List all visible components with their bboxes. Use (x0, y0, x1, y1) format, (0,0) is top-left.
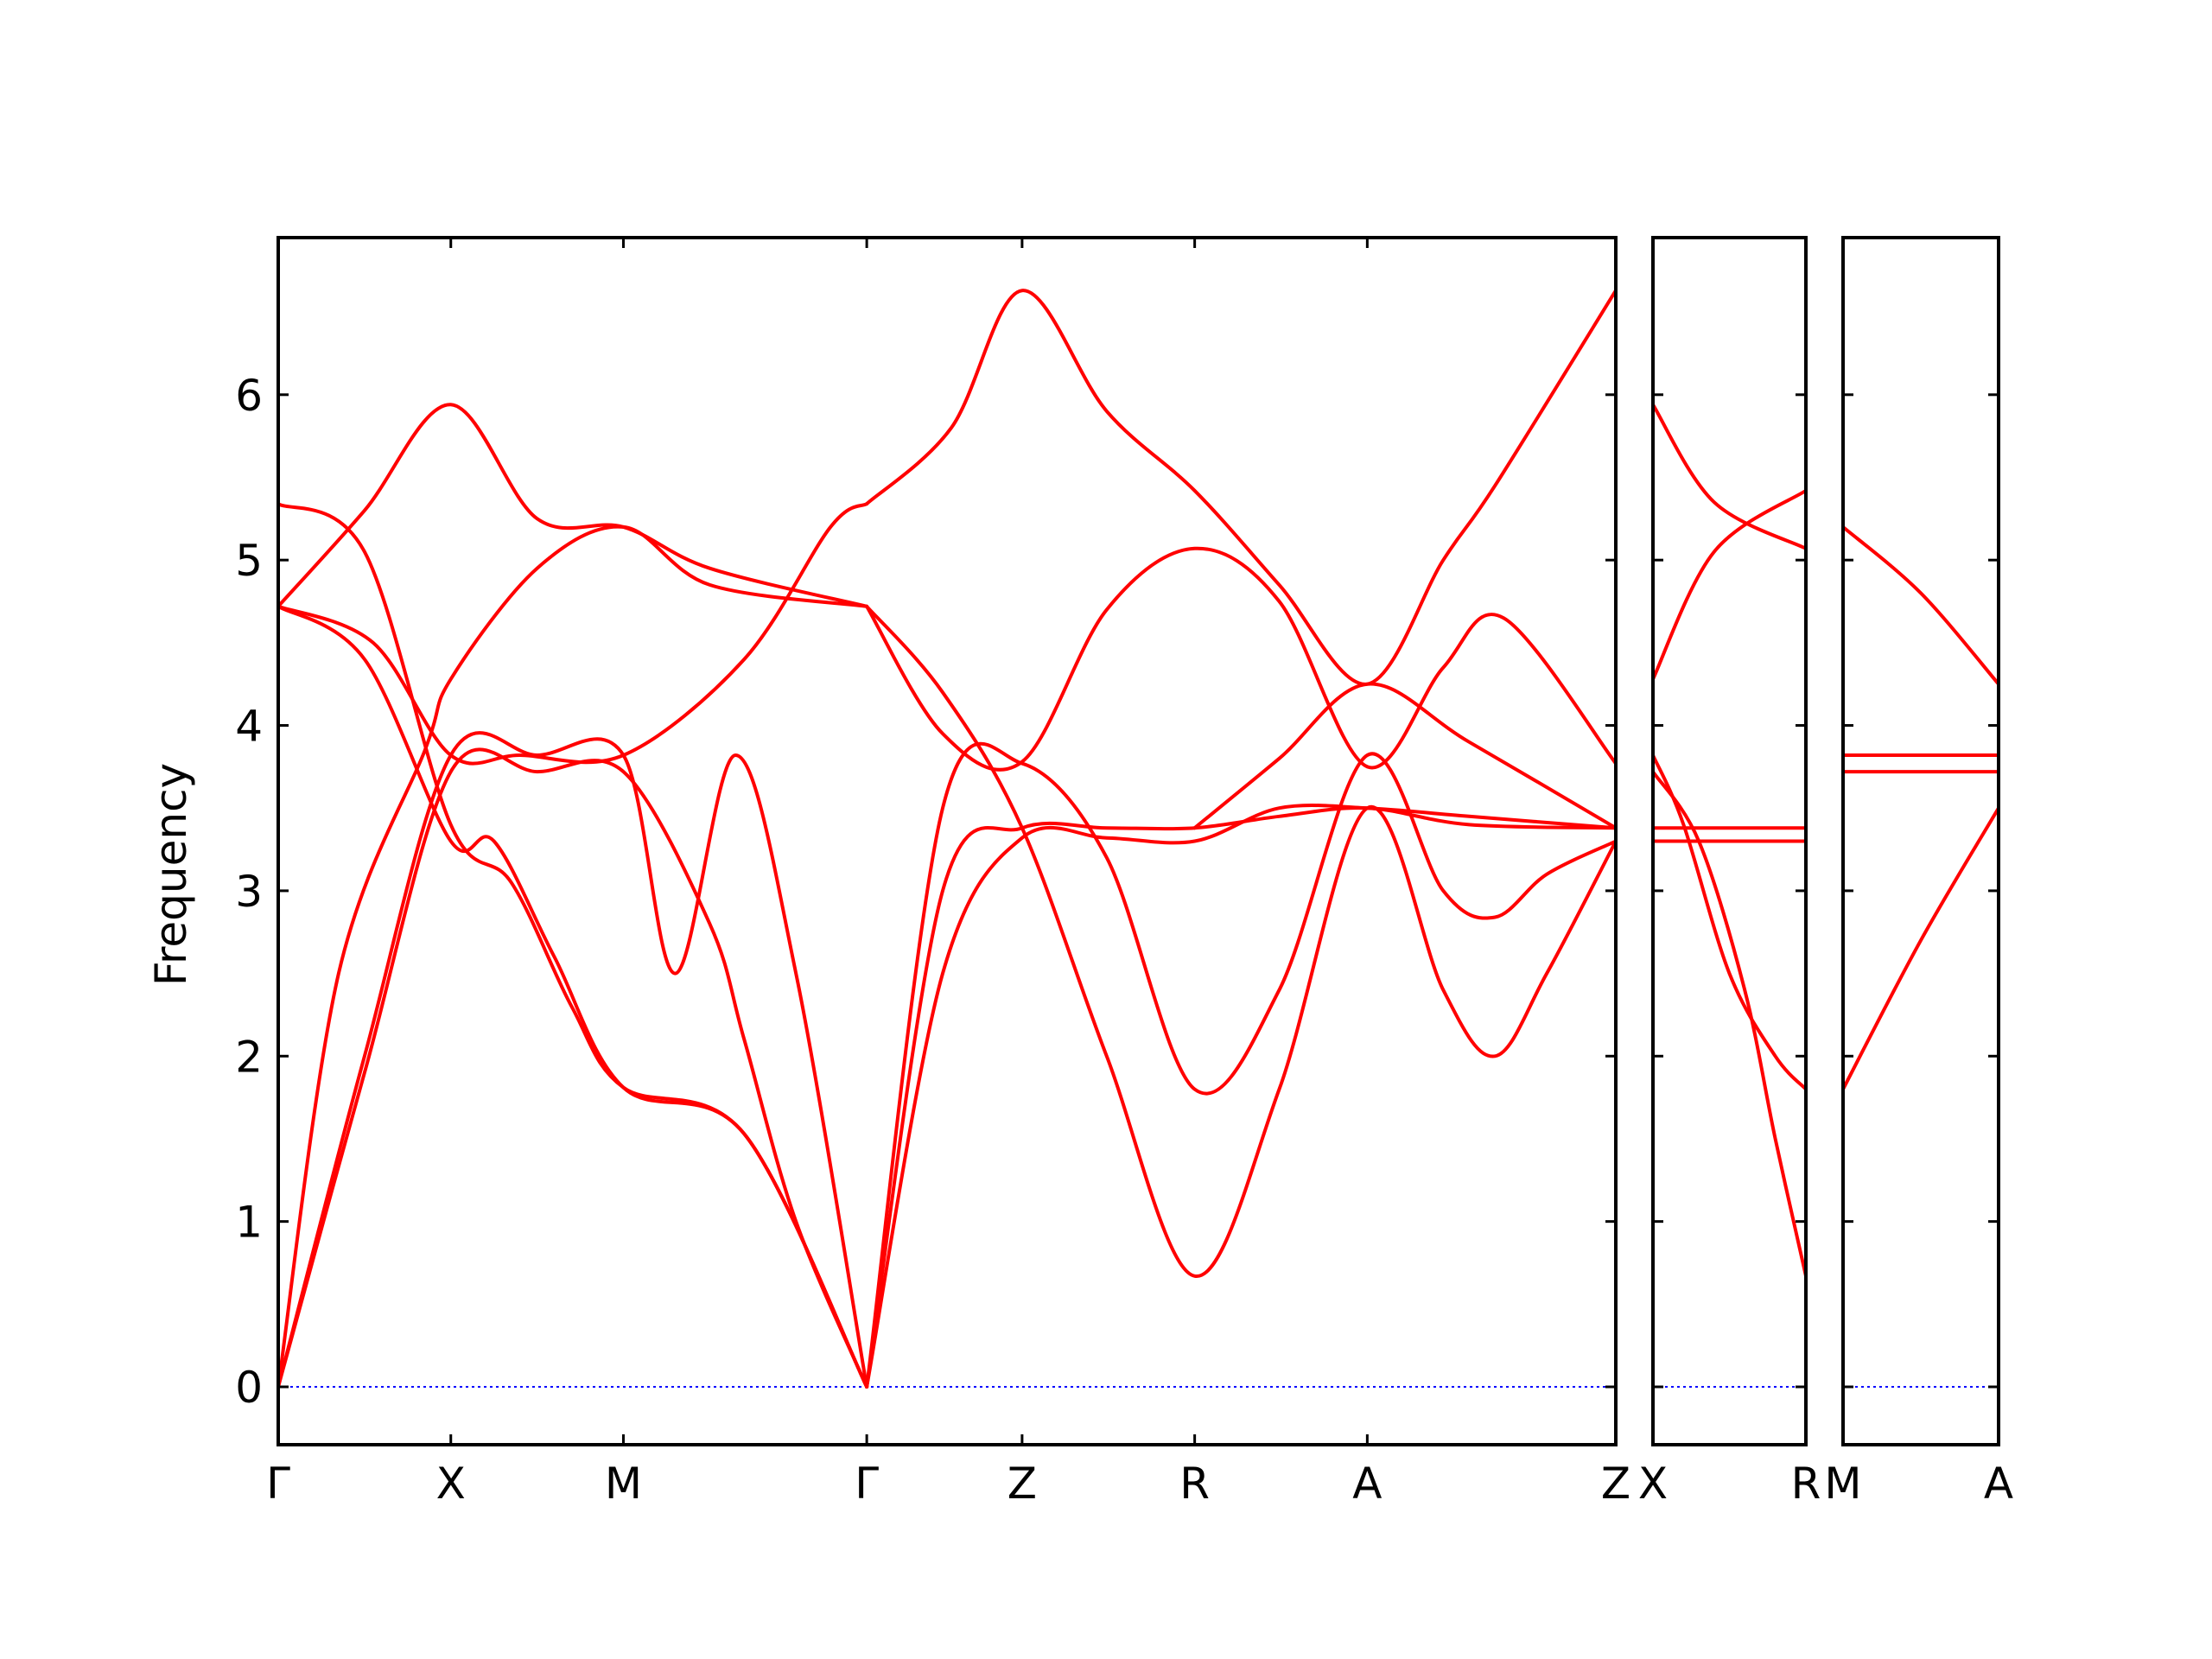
band-lines (1843, 524, 1999, 1091)
plot-frame (276, 236, 1618, 1446)
band-line-1 (1843, 524, 1999, 686)
band-line-7 (278, 502, 869, 766)
band-line-10 (865, 604, 1616, 1278)
y-tick-label: 6 (235, 371, 263, 421)
x-tick-label: X (436, 1459, 466, 1509)
x-tick-label: Z (1601, 1459, 1630, 1509)
band-lines (1653, 403, 1806, 1278)
plot-frame (1841, 236, 2000, 1446)
plot-frame (1651, 236, 1808, 1446)
band-line-6 (278, 403, 869, 608)
band-line-4 (278, 747, 869, 1389)
band-line-2 (1653, 488, 1806, 681)
band-line-2 (278, 604, 869, 1389)
band-line-14 (1192, 682, 1616, 830)
x-tick-label: R (1791, 1459, 1821, 1509)
x-tick-label: A (1352, 1459, 1382, 1509)
y-tick-label: 3 (235, 867, 263, 917)
y-tick-label: 2 (235, 1032, 263, 1082)
y-axis-label: Frequency (146, 763, 196, 986)
band-line-3 (278, 524, 869, 1389)
x-tick-label: R (1179, 1459, 1210, 1509)
panel-1: 0 1 2 3 4 5 6 Γ X M Γ Z R A Z (235, 236, 1630, 1509)
band-line-1 (1653, 403, 1806, 550)
x-tick-label: M (605, 1459, 642, 1509)
band-line-5 (278, 731, 869, 1389)
x-tick-label: Γ (855, 1459, 879, 1509)
y-tick-label: 5 (235, 536, 263, 586)
x-tick-label: Γ (266, 1459, 290, 1509)
x-tick-label: A (1984, 1459, 2013, 1509)
band-line-12 (865, 289, 1616, 686)
y-tick-label: 0 (235, 1363, 263, 1413)
x-tick-label: M (1824, 1459, 1861, 1509)
band-lines (278, 289, 1616, 1389)
band-line-13 (865, 546, 1616, 772)
y-tick-label: 4 (235, 702, 263, 752)
band-line-8 (865, 803, 1616, 1389)
band-line-6 (1653, 770, 1806, 1278)
band-line-4 (1843, 806, 1999, 1091)
band-line-11 (865, 741, 1616, 1389)
band-line-5 (1653, 753, 1806, 1091)
band-line-9 (865, 805, 1616, 1389)
x-tick-label: X (1638, 1459, 1668, 1509)
y-tick-label: 1 (235, 1198, 263, 1248)
x-tick-label: Z (1007, 1459, 1037, 1509)
